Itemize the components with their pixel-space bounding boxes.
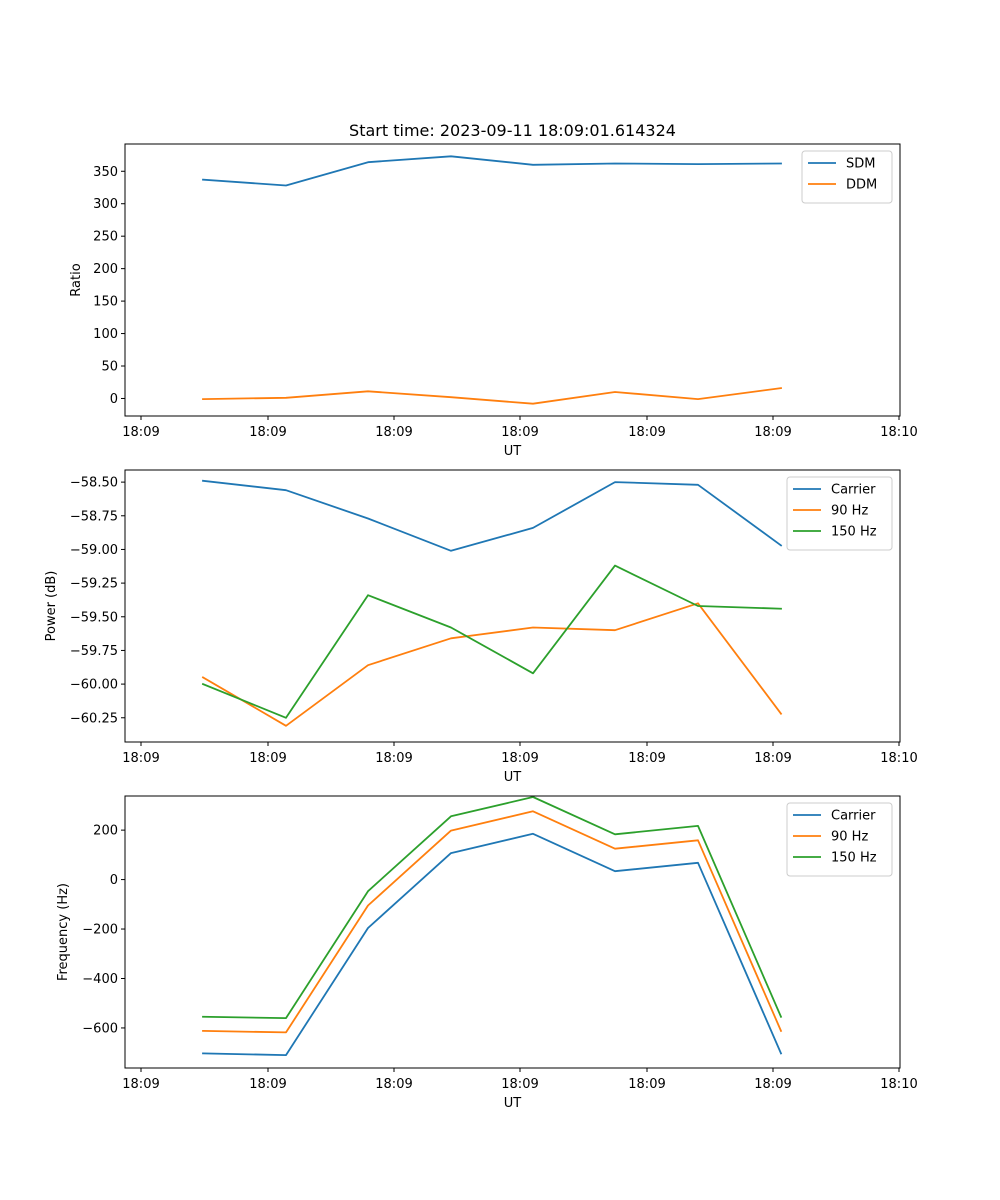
y-tick-label: −59.00	[70, 543, 118, 558]
series-line-ddm	[202, 387, 783, 405]
legend: Carrier 90 Hz 150 Hz	[786, 802, 893, 877]
chart-title: Start time: 2023-09-11 18:09:01.614324	[349, 121, 676, 140]
series-line-90-hz	[201, 602, 783, 727]
x-tick-label: 18:09	[754, 425, 791, 440]
y-tick-label: 300	[93, 197, 118, 212]
legend-label: Carrier	[831, 809, 876, 824]
x-tick-label: 18:09	[122, 751, 159, 766]
chart-panel-2: −60.25 −60.00 −59.75 −59.50 −59.25 −59.00 −58.…	[44, 469, 918, 785]
x-tick-label: 18:09	[628, 751, 665, 766]
legend: Carrier 90 Hz 150 Hz	[786, 476, 893, 551]
series-line-150-hz	[202, 796, 783, 1019]
legend-label: 150 Hz	[831, 851, 877, 866]
x-tick-label: 18:09	[628, 425, 665, 440]
x-tick-label: 18:10	[880, 425, 917, 440]
x-tick-label: 18:09	[375, 1077, 412, 1092]
x-tick-label: 18:09	[628, 1077, 665, 1092]
series-line-90-hz	[202, 810, 783, 1034]
x-tick-label: 18:09	[754, 1077, 791, 1092]
y-axis-label: Frequency (Hz)	[56, 883, 71, 981]
x-axis-label: UT	[504, 1096, 522, 1111]
y-tick-label: −600	[82, 1021, 118, 1036]
y-tick-label: −60.00	[70, 678, 118, 693]
x-axis-label: UT	[504, 444, 522, 459]
x-tick-label: 18:09	[249, 425, 286, 440]
series-line-sdm	[202, 155, 782, 187]
x-tick-label: 18:09	[122, 1077, 159, 1092]
y-tick-label: 0	[110, 873, 118, 888]
x-tick-label: 18:10	[880, 751, 917, 766]
legend-box	[801, 150, 893, 204]
y-tick-label: −59.25	[70, 577, 118, 592]
legend: SDM DDM	[801, 150, 893, 204]
plot-frame	[124, 143, 901, 417]
y-tick-label: 350	[93, 165, 118, 180]
y-tick-label: −200	[82, 923, 118, 938]
x-tick-label: 18:09	[375, 751, 412, 766]
series-line-carrier	[202, 832, 783, 1056]
x-axis-label: UT	[504, 770, 522, 785]
y-tick-label: 150	[93, 295, 118, 310]
legend-label: Carrier	[831, 483, 876, 498]
x-tick-label: 18:09	[754, 751, 791, 766]
x-tick-label: 18:09	[501, 751, 538, 766]
x-tick-label: 18:09	[249, 1077, 286, 1092]
y-tick-label: −400	[82, 972, 118, 987]
plot-frame	[124, 469, 901, 743]
series-line-150-hz	[201, 564, 782, 719]
y-tick-label: 100	[93, 327, 118, 342]
x-tick-label: 18:10	[880, 1077, 917, 1092]
legend-label: 90 Hz	[831, 504, 868, 519]
y-axis-label: Ratio	[69, 263, 84, 296]
y-tick-label: 200	[93, 824, 118, 839]
series-line-carrier	[202, 479, 783, 552]
y-axis-label: Power (dB)	[44, 571, 59, 642]
y-tick-label: 200	[93, 262, 118, 277]
x-tick-label: 18:09	[501, 1077, 538, 1092]
x-tick-label: 18:09	[501, 425, 538, 440]
chart-panel-1: Start time: 2023-09-11 18:09:01.614324 0 5…	[69, 121, 918, 459]
y-tick-label: −60.25	[70, 711, 118, 726]
legend-label: SDM	[846, 157, 875, 172]
plot-frame	[124, 795, 901, 1069]
chart-panel-3: −600 −400 −200 0 200 18:09 18:09 18:09 18:09 18:0…	[56, 795, 918, 1111]
y-tick-label: 250	[93, 230, 118, 245]
y-tick-label: −59.75	[70, 644, 118, 659]
legend-label: DDM	[846, 178, 877, 193]
y-tick-label: −58.75	[70, 509, 118, 524]
y-tick-label: 0	[110, 392, 118, 407]
y-tick-label: −58.50	[70, 476, 118, 491]
y-tick-label: 50	[101, 360, 118, 375]
x-tick-label: 18:09	[375, 425, 412, 440]
x-tick-label: 18:09	[249, 751, 286, 766]
x-tick-label: 18:09	[122, 425, 159, 440]
legend-label: 90 Hz	[831, 830, 868, 845]
y-tick-label: −59.50	[70, 610, 118, 625]
legend-label: 150 Hz	[831, 525, 877, 540]
